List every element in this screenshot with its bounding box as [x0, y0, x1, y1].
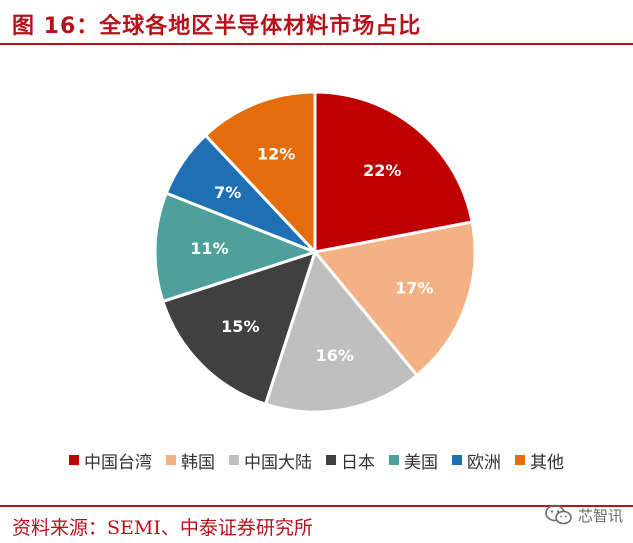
legend-swatch — [515, 455, 525, 465]
pie-slice-7 — [203, 90, 317, 254]
pie-data-labels: 22% 17% 16% 15% 11% 7% 12% — [190, 144, 433, 365]
pie-label-1: 22% — [363, 161, 401, 180]
chart-title: 图 16：全球各地区半导体材料市场占比 — [12, 14, 422, 39]
legend-label: 韩国 — [181, 452, 215, 473]
pie-slice-1 — [313, 90, 474, 254]
pie-label-6: 7% — [214, 183, 241, 202]
watermark-text: 芯智讯 — [577, 506, 623, 525]
pie-label-5: 11% — [190, 239, 228, 258]
legend-item-6: 欧洲 — [452, 448, 501, 473]
footer-divider — [0, 505, 633, 507]
legend-item-4: 日本 — [326, 448, 375, 473]
wechat-icon — [545, 504, 572, 525]
source-note: 资料来源：SEMI、中泰证券研究所 — [12, 517, 313, 539]
pie-label-2: 17% — [395, 278, 433, 297]
legend-swatch — [69, 455, 79, 465]
legend-swatch — [326, 455, 336, 465]
chart-header: 图 16：全球各地区半导体材料市场占比 — [0, 0, 633, 45]
legend-label: 其他 — [530, 452, 564, 473]
legend-item-5: 美国 — [389, 448, 438, 473]
legend-swatch — [389, 455, 399, 465]
pie-slices — [153, 90, 477, 414]
legend-swatch — [452, 455, 462, 465]
legend-swatch — [229, 455, 239, 465]
legend-item-1: 中国台湾 — [69, 448, 152, 473]
pie-label-3: 16% — [316, 346, 354, 365]
pie-slice-5 — [153, 191, 317, 303]
legend-item-2: 韩国 — [166, 448, 215, 473]
pie-label-7: 12% — [257, 144, 295, 163]
legend-label: 欧洲 — [467, 452, 501, 473]
legend-label: 中国大陆 — [244, 452, 312, 473]
legend-item-7: 其他 — [515, 448, 564, 473]
pie-chart: 22% 17% 16% 15% 11% 7% 12% — [153, 90, 477, 414]
pie-label-4: 15% — [221, 317, 259, 336]
chart-legend: 中国台湾 韩国 中国大陆 日本 美国 欧洲 其他 — [0, 447, 633, 473]
legend-label: 美国 — [404, 452, 438, 473]
header-divider — [0, 43, 633, 45]
legend-label: 中国台湾 — [84, 452, 152, 473]
watermark: 芯智讯 — [544, 503, 623, 527]
legend-item-3: 中国大陆 — [229, 448, 312, 473]
legend-label: 日本 — [341, 452, 375, 473]
pie-slice-2 — [313, 220, 477, 377]
legend-swatch — [166, 455, 176, 465]
